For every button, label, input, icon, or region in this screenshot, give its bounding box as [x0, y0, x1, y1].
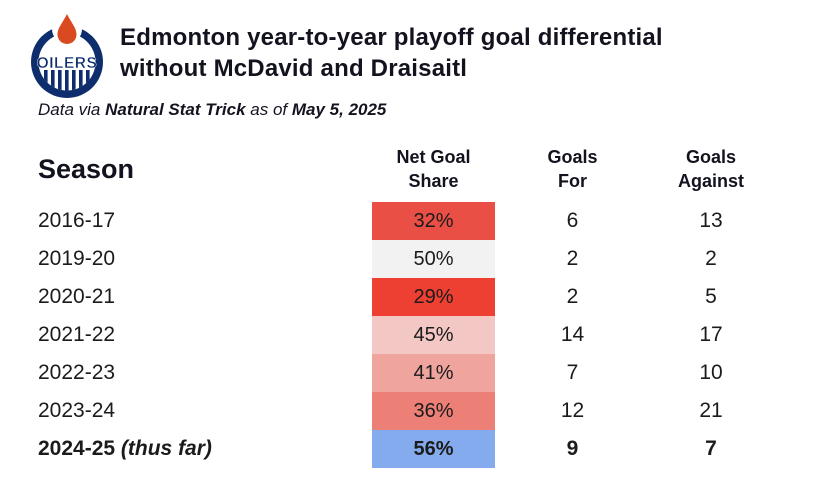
goals-for-value: 6	[566, 209, 579, 232]
oilers-logo: OILERS	[30, 12, 104, 100]
subtitle-mid: as of	[245, 100, 292, 119]
net-goal-share-cell: 36%	[372, 392, 495, 430]
goal-differential-table: Season Net Goal Share Goals For Goals Ag…	[0, 142, 817, 468]
goals-against-value: 10	[699, 361, 723, 384]
net-goal-share-cell: 50%	[372, 240, 495, 278]
season-label: 2019-20	[38, 247, 116, 270]
table-row-2021-22: 2021-22 45% 14 17	[38, 316, 817, 354]
goals-for-value: 7	[566, 361, 579, 384]
table-row-2024-25: 2024-25 (thus far) 56% 9 7	[38, 430, 817, 468]
goals-for-value: 12	[560, 399, 585, 422]
table-header-row: Season Net Goal Share Goals For Goals Ag…	[38, 142, 817, 196]
goals-for-value: 14	[560, 323, 585, 346]
net-goal-share-cell: 29%	[372, 278, 495, 316]
season-label: 2023-24	[38, 399, 116, 422]
subtitle-source: Natural Stat Trick	[105, 100, 246, 119]
goals-against-value: 2	[705, 247, 717, 270]
goals-for-value: 2	[566, 285, 579, 308]
oilers-logo-icon: OILERS	[31, 14, 103, 98]
table-row-2023-24: 2023-24 36% 12 21	[38, 392, 817, 430]
net-goal-share-cell: 32%	[372, 202, 495, 240]
season-label: 2020-21	[38, 285, 116, 308]
subtitle-date: May 5, 2025	[291, 100, 387, 119]
table-row-2020-21: 2020-21 29% 2 5	[38, 278, 817, 316]
season-label: 2022-23	[38, 361, 116, 384]
season-label: 2016-17	[38, 209, 116, 232]
table-row-2019-20: 2019-20 50% 2 2	[38, 240, 817, 278]
column-header-goals-for: Goals For	[547, 147, 598, 191]
column-header-net-goal-share: Net Goal Share	[396, 147, 471, 191]
net-goal-share-cell: 56%	[372, 430, 495, 468]
goals-for-value: 2	[566, 247, 579, 270]
data-source-note: Data via Natural Stat Trick as of May 5,…	[38, 100, 386, 120]
season-label: 2021-22	[38, 323, 116, 346]
goals-against-value: 7	[705, 437, 717, 460]
oil-drop-icon	[57, 14, 77, 44]
goals-against-value: 13	[699, 209, 723, 232]
goals-against-value: 21	[699, 399, 723, 422]
logo-stripes	[44, 70, 90, 91]
logo-wordmark: OILERS	[37, 55, 98, 72]
season-label: 2024-25 (thus far)	[38, 437, 212, 460]
subtitle-prefix: Data via	[38, 100, 106, 119]
goals-for-value: 9	[566, 437, 579, 460]
table-row-2022-23: 2022-23 41% 7 10	[38, 354, 817, 392]
column-header-season: Season	[38, 153, 135, 184]
goals-against-value: 5	[705, 285, 717, 308]
net-goal-share-cell: 41%	[372, 354, 495, 392]
title-line-1: Edmonton year-to-year playoff goal diffe…	[120, 24, 663, 51]
goals-against-value: 17	[699, 323, 723, 346]
page-title: Edmonton year-to-year playoff goal diffe…	[120, 22, 810, 84]
table-row-2016-17: 2016-17 32% 6 13	[38, 202, 817, 240]
title-line-2: without McDavid and Draisaitl	[120, 55, 468, 82]
net-goal-share-cell: 45%	[372, 316, 495, 354]
season-note: (thus far)	[115, 437, 212, 460]
column-header-goals-against: Goals Against	[677, 147, 744, 191]
